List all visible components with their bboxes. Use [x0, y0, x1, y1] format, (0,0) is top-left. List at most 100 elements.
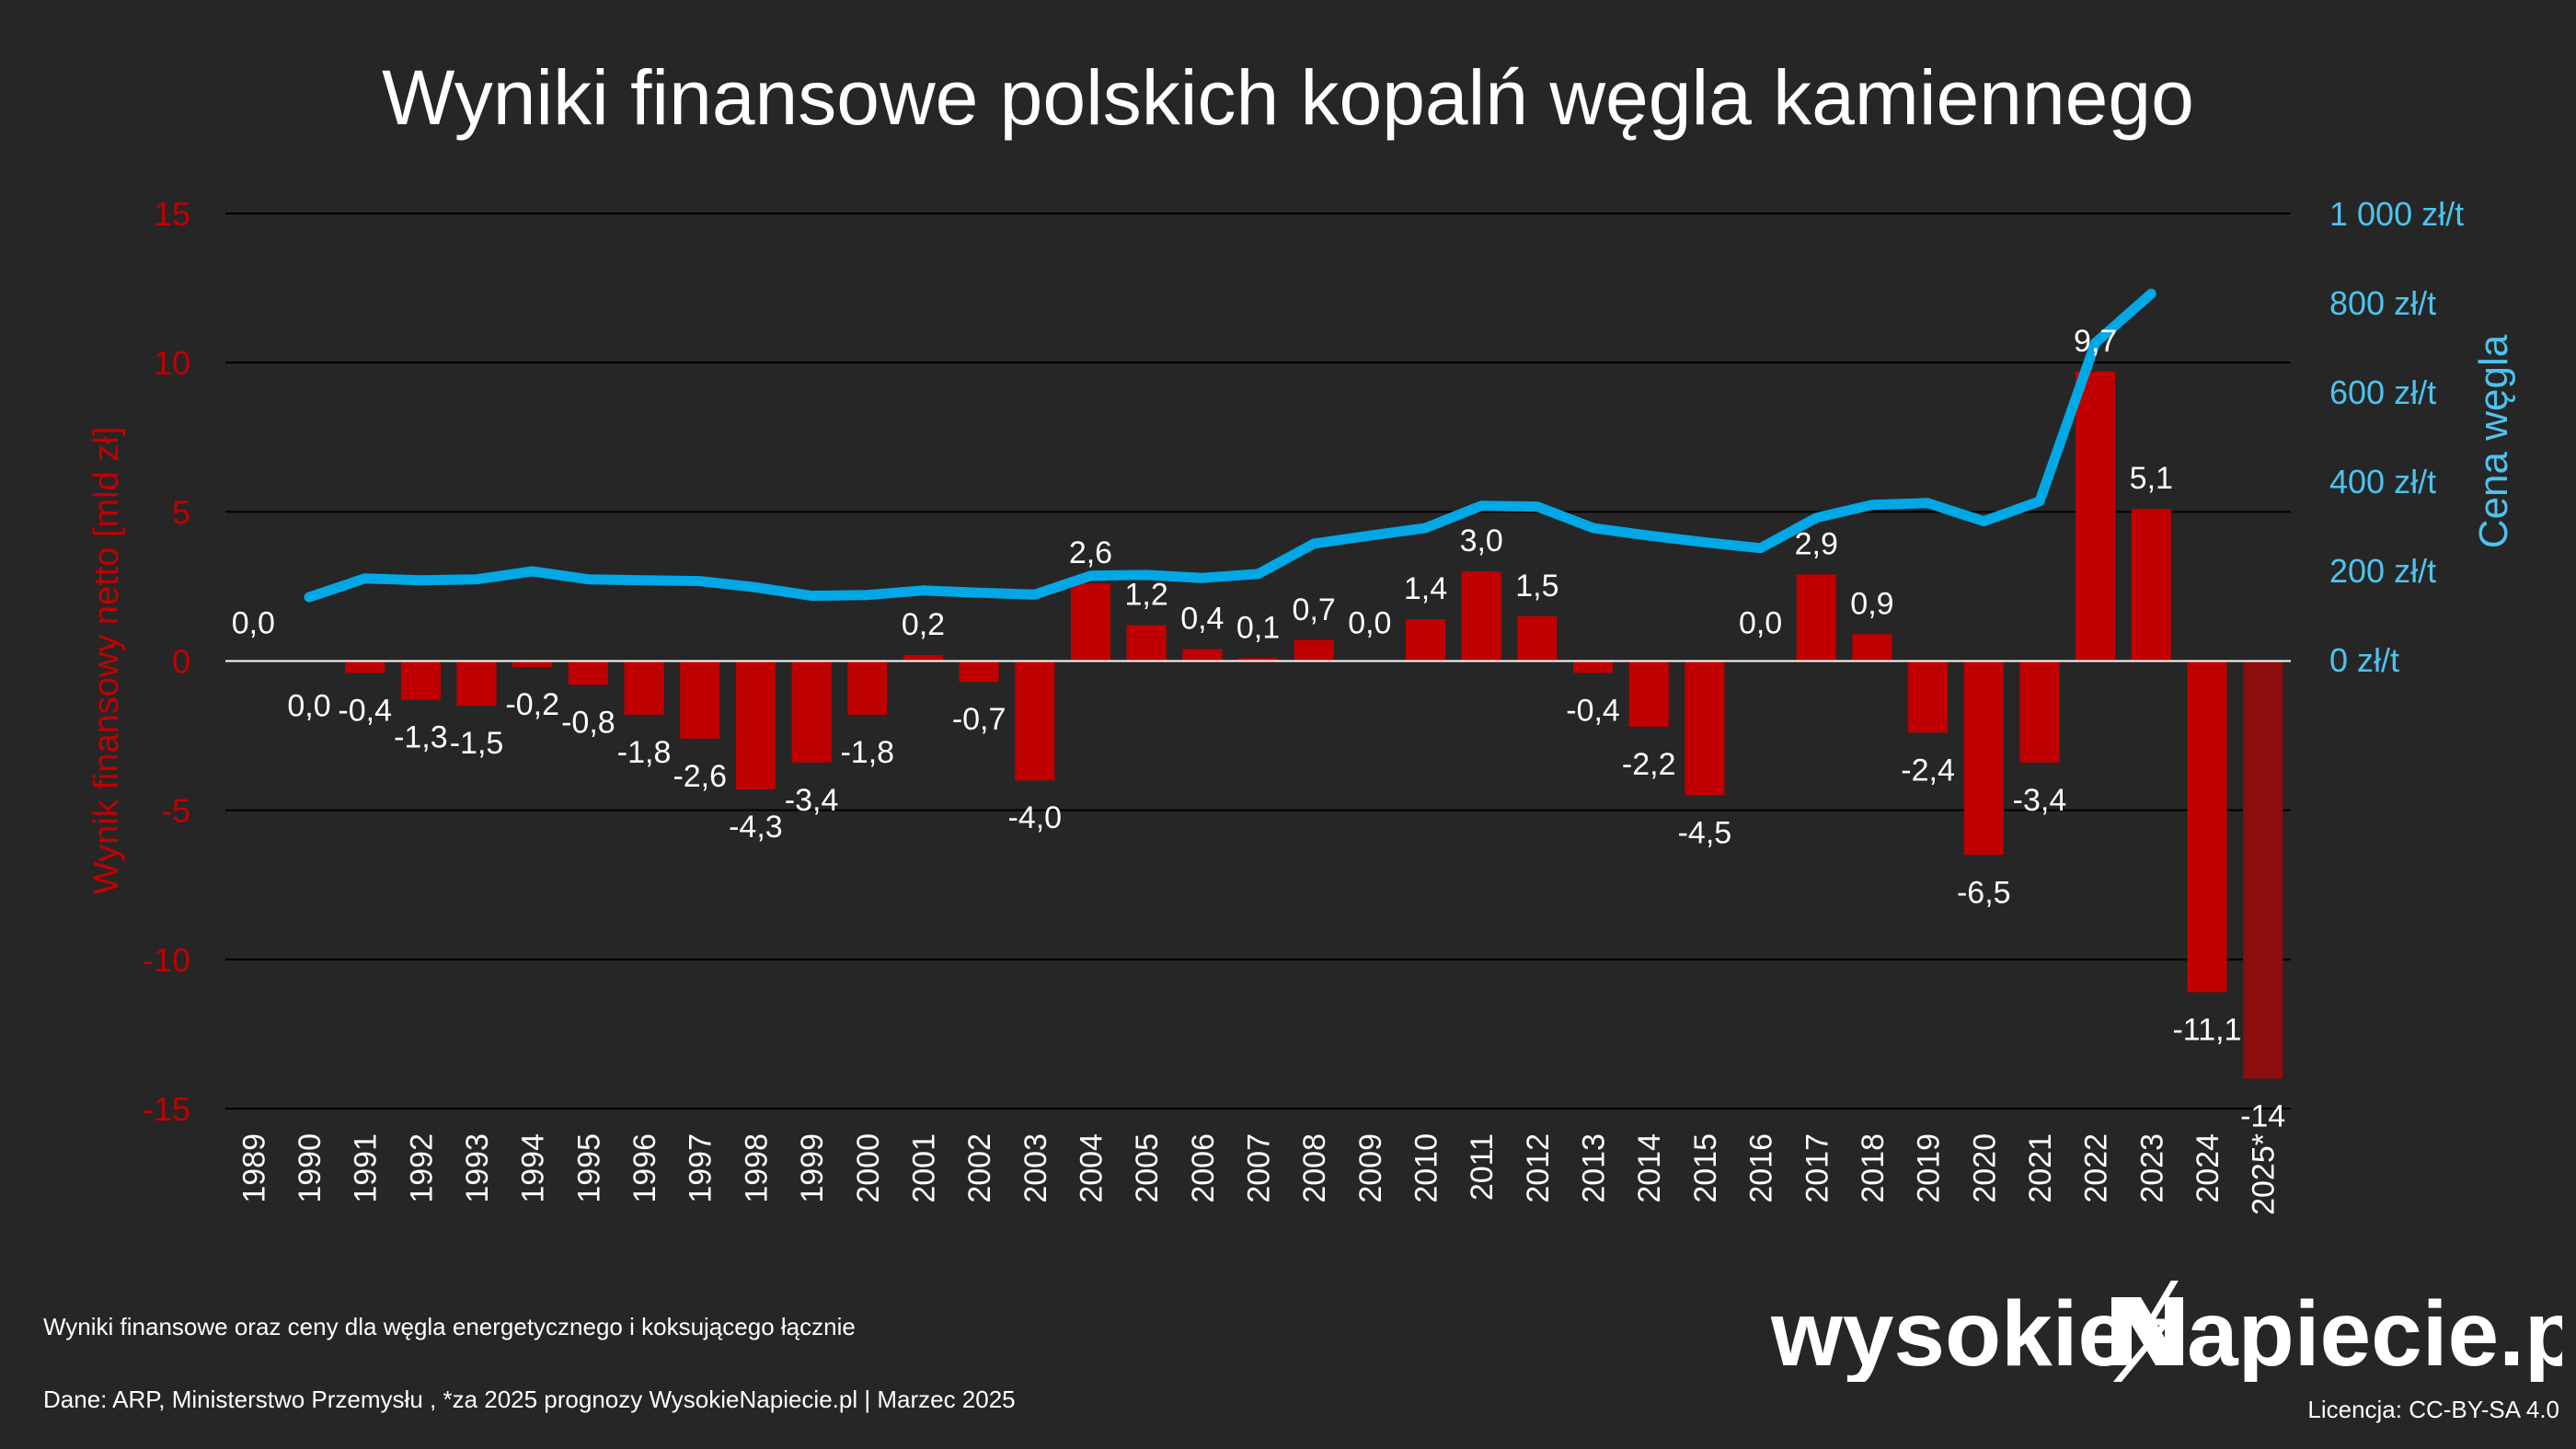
bar — [2243, 661, 2283, 1079]
x-tick-label: 2020 — [1967, 1133, 2002, 1203]
bar-data-label: 9,7 — [2074, 324, 2117, 359]
bar — [400, 661, 441, 700]
y-tick-label: 10 — [154, 344, 190, 382]
y-tick-label: -10 — [143, 941, 190, 979]
x-tick-label: 2002 — [962, 1133, 997, 1203]
x-tick-label: 2005 — [1130, 1133, 1165, 1203]
bar — [1126, 625, 1167, 661]
wysokienapiecie-logo: wysokie apiecie.pl — [1771, 1281, 2562, 1382]
x-tick-label: 2001 — [906, 1133, 941, 1203]
right-axis-ticks: 1 000 zł/t 800 zł/t 600 zł/t 400 zł/t 200 zł… — [2329, 195, 2464, 679]
bar — [1517, 615, 1558, 661]
bar-data-label: -0,8 — [561, 705, 615, 740]
x-tick-label: 2012 — [1521, 1133, 1556, 1203]
price-line — [304, 288, 2156, 603]
price-line-path — [304, 288, 2156, 603]
bar-data-label: -14 — [2240, 1099, 2285, 1134]
bar — [791, 661, 832, 763]
x-tick-label: 2017 — [1800, 1133, 1834, 1203]
bar-data-label: 0,0 — [232, 606, 275, 641]
bar-data-label: -3,4 — [2013, 783, 2067, 818]
bar — [680, 661, 720, 739]
x-tick-label: 1999 — [795, 1133, 830, 1203]
bar-data-label: -1,5 — [450, 726, 504, 761]
bar-data-label: 0,4 — [1180, 602, 1224, 637]
y2-tick-label: 200 zł/t — [2329, 552, 2436, 590]
y2-axis-label: Cena węgla — [2471, 334, 2516, 548]
bar-data-label: -3,4 — [785, 783, 839, 818]
x-tick-label: 2022 — [2079, 1133, 2114, 1203]
bar-data-label: -4,3 — [729, 810, 783, 845]
bar-data-label: -4,0 — [1008, 800, 1063, 835]
x-axis-ticks: 1989 1990 1991 1992 1993 1994 1995 1996 1997 1998… — [236, 1133, 2281, 1215]
bar — [2131, 509, 2171, 661]
bar — [1294, 639, 1334, 661]
bar — [959, 661, 999, 683]
x-tick-label: 2025* — [2247, 1133, 2282, 1215]
bar — [1908, 661, 1949, 733]
bar — [568, 661, 608, 685]
y2-tick-label: 800 zł/t — [2329, 284, 2436, 322]
bar-data-label: 0,2 — [902, 607, 945, 642]
bar — [847, 661, 888, 715]
bar — [1796, 574, 1836, 661]
bar-data-label: -2,4 — [1901, 753, 1955, 788]
source-note: Dane: ARP, Ministerstwo Przemysłu , *za … — [43, 1386, 1016, 1413]
bar-data-label: -0,2 — [505, 687, 559, 722]
footnote: Wyniki finansowe oraz ceny dla węgla ene… — [43, 1313, 856, 1340]
x-tick-label: 1996 — [627, 1133, 662, 1203]
gridlines — [225, 213, 2291, 1110]
y-tick-label: 15 — [154, 195, 190, 233]
bar — [1963, 661, 2004, 856]
bar-data-label: 1,5 — [1515, 569, 1558, 604]
bar-data-label: 0,0 — [1739, 606, 1782, 641]
x-tick-label: 2004 — [1074, 1133, 1109, 1203]
chart-title: Wyniki finansowe polskich kopalń węgla k… — [382, 54, 2194, 141]
x-tick-label: 1995 — [571, 1133, 606, 1203]
y2-tick-label: 1 000 zł/t — [2329, 195, 2464, 233]
bar — [1015, 661, 1055, 781]
bar — [345, 661, 385, 673]
x-tick-label: 2023 — [2134, 1133, 2169, 1203]
bar — [1628, 661, 1669, 727]
bars — [345, 371, 2283, 1079]
x-tick-label: 2016 — [1744, 1133, 1779, 1203]
bar-data-label: -1,8 — [617, 735, 672, 770]
x-tick-label: 2003 — [1018, 1133, 1053, 1203]
bar — [1573, 661, 1614, 673]
lightning-n-icon — [2111, 1281, 2183, 1382]
logo-text-right: apiecie.pl — [2187, 1282, 2562, 1382]
bar-data-label: -0,4 — [1566, 693, 1620, 728]
bar-data-label: -4,5 — [1678, 815, 1732, 850]
x-tick-label: 1992 — [404, 1133, 439, 1203]
x-tick-label: 1998 — [739, 1133, 774, 1203]
x-tick-label: 2013 — [1577, 1133, 1612, 1203]
x-tick-label: 2015 — [1688, 1133, 1723, 1203]
bar-data-label: 0,0 — [1348, 606, 1391, 641]
bar — [456, 661, 497, 707]
bar-data-label: 0,7 — [1293, 592, 1336, 627]
y2-tick-label: 0 zł/t — [2329, 641, 2399, 679]
bar-data-label: 0,1 — [1236, 610, 1280, 645]
bar — [1685, 661, 1725, 796]
y-tick-label: 0 — [172, 643, 190, 681]
y2-tick-label: 400 zł/t — [2329, 463, 2436, 500]
bar-data-label: -2,6 — [673, 759, 727, 794]
bar-data-label: -2,2 — [1622, 747, 1676, 782]
x-tick-label: 1990 — [293, 1133, 328, 1203]
x-tick-label: 2006 — [1186, 1133, 1221, 1203]
y2-tick-label: 600 zł/t — [2329, 374, 2436, 411]
bar — [1405, 619, 1446, 661]
x-tick-label: 1997 — [684, 1133, 719, 1203]
license-note: Licencja: CC-BY-SA 4.0 — [2307, 1396, 2559, 1423]
bar-data-label: 0,9 — [1850, 586, 1893, 621]
x-tick-label: 2011 — [1465, 1133, 1500, 1201]
bar-data-label: 2,6 — [1069, 535, 1112, 570]
bar-data-label: -1,8 — [840, 735, 894, 770]
bar-data-label: -11,1 — [2172, 1013, 2241, 1048]
bar — [2187, 661, 2227, 993]
bar-data-labels: 0,00,0 -0,4-1,3 -1,5-0,2-0,8-1,8-2,6-4,3-3… — [232, 324, 2286, 1134]
bar-data-label: 5,1 — [2130, 461, 2173, 496]
x-tick-label: 1989 — [236, 1133, 271, 1203]
